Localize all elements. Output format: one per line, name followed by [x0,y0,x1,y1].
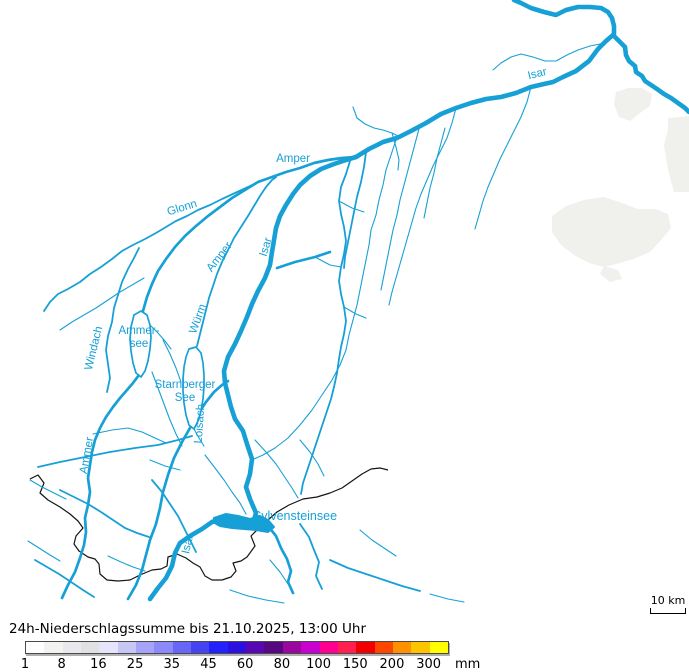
minor-streams [27,40,609,604]
legend-color-segment [319,642,338,653]
scale-bar-bracket [650,608,686,614]
river-wuerm [196,176,277,347]
precipitation-legend: mm 1 8 16 25 35 45 60 80 100 150 200 300 [21,641,505,672]
legend-color-segment [154,642,173,653]
legend-color-segment [264,642,283,653]
map-label-ammer: Ammer- [119,325,160,337]
legend-tick-label: 200 [379,657,405,672]
map-label-isar: Isar [527,66,549,82]
river-loisach [126,379,230,601]
legend-color-segment [44,642,63,653]
legend-color-segment [99,642,118,653]
map-label-loisach: Loisach [193,404,208,444]
legend-color-segment [374,642,393,653]
map-label-glonn: Glonn [166,198,199,218]
river-isar-main [147,0,689,602]
map-label-isar: Isar [180,533,196,555]
map-label-wrm: Würm [187,303,209,336]
lake-starnberger-see [182,346,205,430]
scale-bar-label: 10 km [650,594,686,607]
map-label-windach: Windach [83,325,105,371]
legend-color-segment [392,642,412,653]
legend-color-segment [172,642,192,653]
legend-tick-label: 25 [126,657,144,672]
river-windach [105,247,140,393]
legend-color-segment [26,642,45,653]
legend-color-segment [62,642,82,653]
map-label-amper: Amper [276,153,310,165]
scale-bar: 10 km [648,595,688,614]
legend-color-segment [117,642,137,653]
legend-tick-label: 100 [306,657,331,672]
legend-color-bar [25,641,449,654]
legend-tick-label: 80 [273,657,291,672]
lakes [129,310,275,533]
legend-tick-label: 60 [236,657,254,672]
legend-tick-label: 1 [20,657,30,672]
legend-unit: mm [455,657,481,672]
map-title: 24h-Niederschlagssumme bis 21.10.2025, 1… [9,621,367,637]
rivers-medium [34,151,421,601]
legend-color-segment [411,642,430,653]
legend-tick-label: 45 [200,657,217,672]
legend-color-segment [282,642,302,653]
legend-color-segment [209,642,228,653]
river-glonn [43,176,273,312]
precipitation-shade-areas [552,88,689,282]
legend-color-segment [191,642,210,653]
map-label-isar: Isar [258,236,275,258]
lake-ammersee [129,310,152,378]
legend-tick-label: 16 [90,657,107,672]
legend-color-segment [227,642,247,653]
legend-color-segment [429,642,448,653]
legend-color-segment [356,642,375,653]
river-amper [141,155,358,313]
map-label-see: See [175,392,195,404]
map-label-sylvensteinsee: Sylvensteinsee [253,509,337,523]
lake-sylvensteinsee [212,513,275,533]
legend-tick-label: 35 [163,657,181,672]
map-label-see: see [130,338,149,350]
legend-color-segment [81,642,100,653]
legend-tick-label: 8 [57,657,66,672]
legend-color-segment [246,642,265,653]
map-label-starnberger: Starnberger [155,379,216,391]
legend-tick-label: 150 [342,657,368,672]
legend-color-segment [301,642,320,653]
legend-tick-label: 300 [416,657,442,672]
river-ammer [60,367,144,600]
legend-color-segment [337,642,357,653]
legend-color-segment [136,642,155,653]
catchment-boundary [29,467,389,582]
